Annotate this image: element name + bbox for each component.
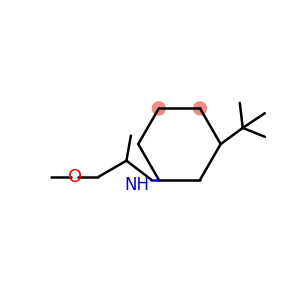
Circle shape — [194, 102, 206, 115]
Circle shape — [152, 102, 165, 115]
Text: O: O — [68, 168, 82, 186]
Text: NH: NH — [124, 176, 149, 194]
